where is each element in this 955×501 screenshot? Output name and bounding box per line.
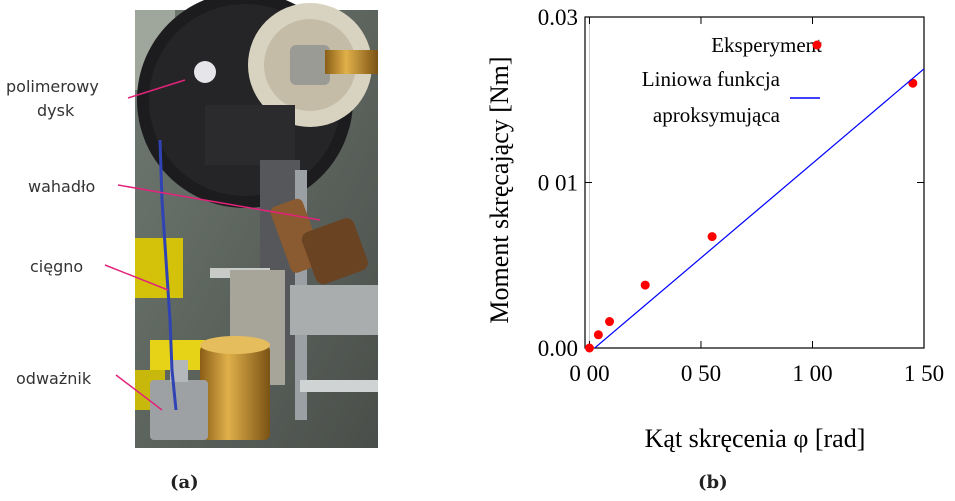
caption-a: (a): [170, 472, 199, 493]
fit-line: [593, 68, 924, 348]
x-tick-label: 1 00: [792, 361, 832, 386]
data-point: [584, 343, 594, 353]
apparatus-photo: [135, 0, 378, 448]
data-point: [640, 280, 650, 290]
panel-a: polimerowy dysk wahadło cięgno odważnik …: [0, 0, 470, 497]
x-tick-label: 0 50: [681, 361, 721, 386]
weight-pointer: [115, 374, 163, 411]
label-disk-line2: dysk: [37, 101, 75, 120]
data-point: [605, 317, 615, 327]
cord-pointer: [104, 264, 169, 291]
label-weight: odważnik: [16, 369, 92, 388]
brass-cylinder: [200, 345, 270, 440]
x-axis-label: Kąt skręcenia φ [rad]: [645, 424, 866, 453]
torque-chart: 0 00 0 50 1 00 1 50 0.00 0 01 0.03 Eksperyment L…: [485, 5, 944, 493]
x-tick-label: 1 50: [904, 361, 944, 386]
legend-marker-experiment: [812, 40, 822, 50]
label-cord: cięgno: [30, 257, 83, 276]
data-point: [908, 78, 918, 88]
label-pendulum: wahadło: [28, 177, 95, 196]
label-disk-line1: polimerowy: [6, 77, 99, 96]
legend-label-experiment: Eksperyment: [711, 33, 822, 57]
legend-label-fit-line2: aproksymująca: [653, 103, 781, 127]
brass-shaft: [325, 50, 378, 74]
caption-b: (b): [698, 472, 728, 493]
photo-figure: polimerowy dysk wahadło cięgno odważnik …: [6, 0, 378, 493]
wooden-pendulum: [270, 198, 368, 285]
panel-b: 0 00 0 50 1 00 1 50 0.00 0 01 0.03 Eksperyment L…: [470, 0, 955, 497]
legend-label-fit-line1: Liniowa funkcja: [642, 67, 781, 91]
y-tick-label: 0.00: [538, 336, 578, 361]
steel-weight: [150, 360, 208, 440]
y-tick-label: 0.03: [538, 5, 578, 30]
y-axis-label: Moment skręcający [Nm]: [485, 56, 514, 323]
data-point: [593, 330, 603, 340]
data-point: [707, 232, 717, 242]
x-tick-label: 0 00: [569, 361, 609, 386]
pendulum-pointer: [117, 184, 321, 221]
y-tick-label: 0 01: [538, 171, 578, 196]
disk-pointer: [127, 79, 186, 99]
